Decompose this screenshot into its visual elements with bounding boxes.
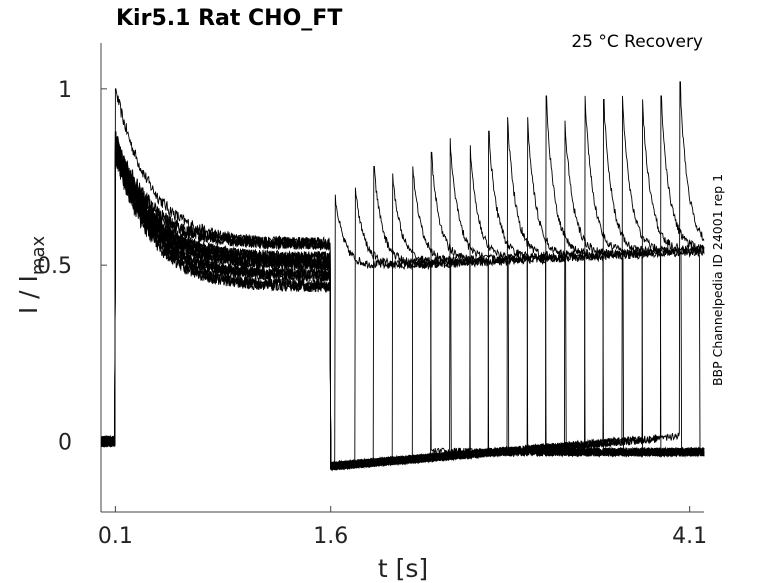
current-trace bbox=[101, 95, 705, 471]
x-axis-label: t [s] bbox=[378, 554, 428, 583]
y-tick-label: 1 bbox=[58, 78, 72, 103]
svg-text:BBP Channelpedia ID 24001 rep: BBP Channelpedia ID 24001 rep 1 bbox=[710, 174, 725, 386]
current-trace bbox=[101, 99, 705, 471]
y-ticks: 00.51 bbox=[37, 78, 107, 455]
current-trace bbox=[101, 88, 705, 471]
current-trace bbox=[101, 98, 705, 472]
current-trace bbox=[101, 120, 705, 470]
current-trace bbox=[101, 139, 705, 470]
axes bbox=[100, 43, 704, 513]
current-trace bbox=[101, 142, 705, 471]
current-trace bbox=[101, 135, 705, 471]
current-trace bbox=[101, 95, 705, 471]
svg-text:I / Imax: I / Imax bbox=[14, 236, 49, 315]
current-trace bbox=[101, 136, 705, 471]
y-tick-label: 0 bbox=[58, 430, 72, 455]
y-axis-label-sub: max bbox=[28, 236, 49, 276]
source-label: BBP Channelpedia ID 24001 rep 1 bbox=[710, 174, 725, 386]
current-trace bbox=[101, 138, 705, 471]
y-axis-label-main: I / I bbox=[14, 275, 43, 314]
x-tick-label: 1.6 bbox=[313, 524, 348, 549]
current-trace bbox=[101, 81, 705, 471]
condition-label: 25 °C Recovery bbox=[571, 32, 703, 52]
x-ticks: 0.1 1.6 4.1 bbox=[98, 506, 707, 549]
x-tick-label: 0.1 bbox=[98, 524, 133, 549]
current-trace bbox=[101, 130, 705, 471]
current-trace bbox=[101, 132, 705, 471]
current-trace bbox=[101, 95, 705, 471]
x-tick-label: 4.1 bbox=[672, 524, 707, 549]
current-trace bbox=[101, 137, 705, 471]
y-tick-label: 0.5 bbox=[37, 254, 72, 279]
current-traces bbox=[101, 81, 705, 472]
current-trace bbox=[101, 95, 705, 471]
current-trace bbox=[101, 117, 705, 470]
current-trace bbox=[101, 117, 705, 471]
y-axis-label: I / Imax bbox=[14, 236, 49, 315]
chart-title: Kir5.1 Rat CHO_FT bbox=[116, 6, 342, 31]
